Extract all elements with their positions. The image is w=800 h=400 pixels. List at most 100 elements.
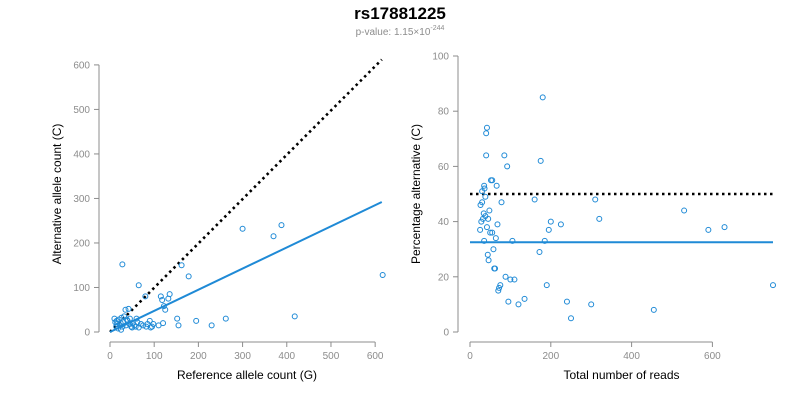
- chart1-data-point-57: [278, 222, 285, 229]
- chart1-fit-line: [109, 201, 383, 333]
- chart1-data-point-50: [178, 262, 185, 269]
- chart1-y-tick-label-5: 500: [73, 105, 90, 116]
- chart-subtitle: p-value: 1.15×10-244: [0, 25, 800, 38]
- chart2-data-point-52: [563, 298, 570, 305]
- chart2-data-point-29: [494, 221, 501, 228]
- chart2-data-point-60: [721, 224, 728, 231]
- chart1-data-point-21: [126, 315, 133, 322]
- chart2-x-tick-label-0: 0: [467, 351, 473, 362]
- chart2-data-point-27: [492, 235, 499, 242]
- chart1-reference-line: [109, 58, 383, 333]
- chart1-x-tick-label-2: 200: [190, 351, 207, 362]
- chart1-data-point-29: [135, 282, 142, 289]
- chart2-data-point-19: [486, 207, 493, 214]
- chart2-y-tick-label-0: 0: [443, 328, 449, 339]
- chart2-data-point-28: [493, 182, 500, 189]
- chart1-data-point-36: [146, 317, 153, 324]
- chart2-data-point-14: [483, 124, 490, 131]
- chart1-x-tick-label-6: 600: [367, 351, 384, 362]
- chart2-data-point-42: [521, 295, 528, 302]
- chart1-data-point-17: [123, 316, 130, 323]
- chart1-data-point-47: [166, 291, 173, 298]
- chart2-y-axis-label: Percentage alternative (C): [409, 124, 423, 264]
- chart1-data-point-45: [162, 306, 169, 313]
- chart2-data-point-3: [479, 199, 486, 206]
- chart2-y-tick-label-1: 20: [438, 272, 450, 283]
- chart2-data-point-58: [681, 207, 688, 214]
- chart1-data-point-41: [157, 293, 164, 300]
- chart1-data-point-19: [125, 305, 132, 312]
- chart1-data-point-15: [122, 306, 129, 313]
- chart2-data-point-57: [650, 306, 657, 313]
- chart2-x-tick-label-1: 200: [542, 351, 559, 362]
- pvalue-exponent: -244: [430, 25, 445, 32]
- chart1-data-point-33: [142, 293, 149, 300]
- chart1-data-point-9: [118, 326, 125, 333]
- chart2-data-point-56: [596, 215, 603, 222]
- chart2-data-point-26: [492, 265, 499, 272]
- chart2-data-point-13: [483, 130, 490, 137]
- chart2-data-point-48: [543, 282, 550, 289]
- pvalue-text: p-value: 1.15×10: [355, 27, 431, 38]
- chart2-data-point-43: [531, 196, 538, 203]
- chart2-data-point-32: [497, 282, 504, 289]
- chart1-x-tick-label-4: 400: [278, 351, 295, 362]
- chart2-data-point-51: [557, 221, 564, 228]
- chart2-data-point-45: [537, 157, 544, 164]
- chart2-data-point-15: [483, 224, 490, 231]
- chart2-data-point-38: [507, 276, 514, 283]
- chart2-x-tick-label-3: 600: [704, 351, 721, 362]
- chart1-y-tick-label-4: 400: [73, 149, 90, 160]
- chart1-y-tick-label-0: 0: [84, 328, 90, 339]
- chart1-data-point-2: [113, 323, 120, 330]
- chart2-data-point-37: [505, 298, 512, 305]
- chart2-data-point-47: [541, 237, 548, 244]
- chart2-data-point-46: [539, 94, 546, 101]
- chart2-data-point-31: [496, 284, 503, 291]
- chart2-data-point-20: [487, 229, 494, 236]
- chart1-data-point-43: [160, 320, 167, 327]
- chart1-y-tick-label-6: 600: [73, 60, 90, 71]
- chart1-data-point-42: [159, 296, 166, 303]
- chart2-data-point-10: [482, 193, 489, 200]
- chart2-data-point-55: [592, 196, 599, 203]
- chart2-data-point-30: [495, 287, 502, 294]
- chart2-data-point-41: [515, 301, 522, 308]
- chart1-data-point-53: [208, 322, 215, 329]
- chart1-y-tick-label-2: 200: [73, 238, 90, 249]
- chart2-data-point-53: [568, 315, 574, 322]
- chart2-x-tick-label-2: 400: [623, 351, 640, 362]
- chart2-data-point-22: [489, 177, 496, 184]
- chart1-data-point-44: [160, 303, 167, 310]
- chart2-data-point-34: [501, 152, 508, 159]
- chart1-x-tick-label-0: 0: [107, 351, 113, 362]
- chart2-data-point-49: [545, 226, 552, 233]
- chart1-data-point-56: [270, 233, 277, 240]
- chart2-x-axis-label: Total number of reads: [563, 368, 679, 382]
- chart1-data-point-22: [128, 323, 135, 330]
- chart2-data-point-39: [509, 237, 516, 244]
- chart2-data-point-18: [485, 257, 492, 264]
- chart2-data-point-7: [481, 182, 488, 189]
- chart1-data-point-39: [150, 320, 157, 327]
- chart1-x-axis-label: Reference allele count (G): [177, 368, 317, 382]
- chart2-data-point-50: [547, 218, 554, 225]
- chart2-data-point-24: [490, 246, 497, 253]
- chart2-data-point-23: [489, 229, 496, 236]
- chart2-y-tick-label-4: 80: [438, 107, 450, 118]
- chart1-data-point-55: [239, 225, 246, 232]
- chart1-x-tick-label-5: 500: [323, 351, 340, 362]
- chart-title: rs17881225: [354, 4, 446, 23]
- chart2-data-point-33: [498, 199, 505, 206]
- chart2-data-point-16: [484, 251, 491, 258]
- chart1-data-point-51: [185, 273, 192, 280]
- chart2-data-point-40: [511, 276, 518, 283]
- chart1-data-point-48: [174, 315, 181, 322]
- chart2-y-tick-label-2: 40: [438, 217, 450, 228]
- chart1-data-point-54: [222, 315, 229, 322]
- chart1-y-axis-label: Alternative allele count (C): [50, 124, 64, 265]
- chart1-x-tick-label-3: 300: [234, 351, 251, 362]
- chart2-y-tick-label-3: 60: [438, 162, 450, 173]
